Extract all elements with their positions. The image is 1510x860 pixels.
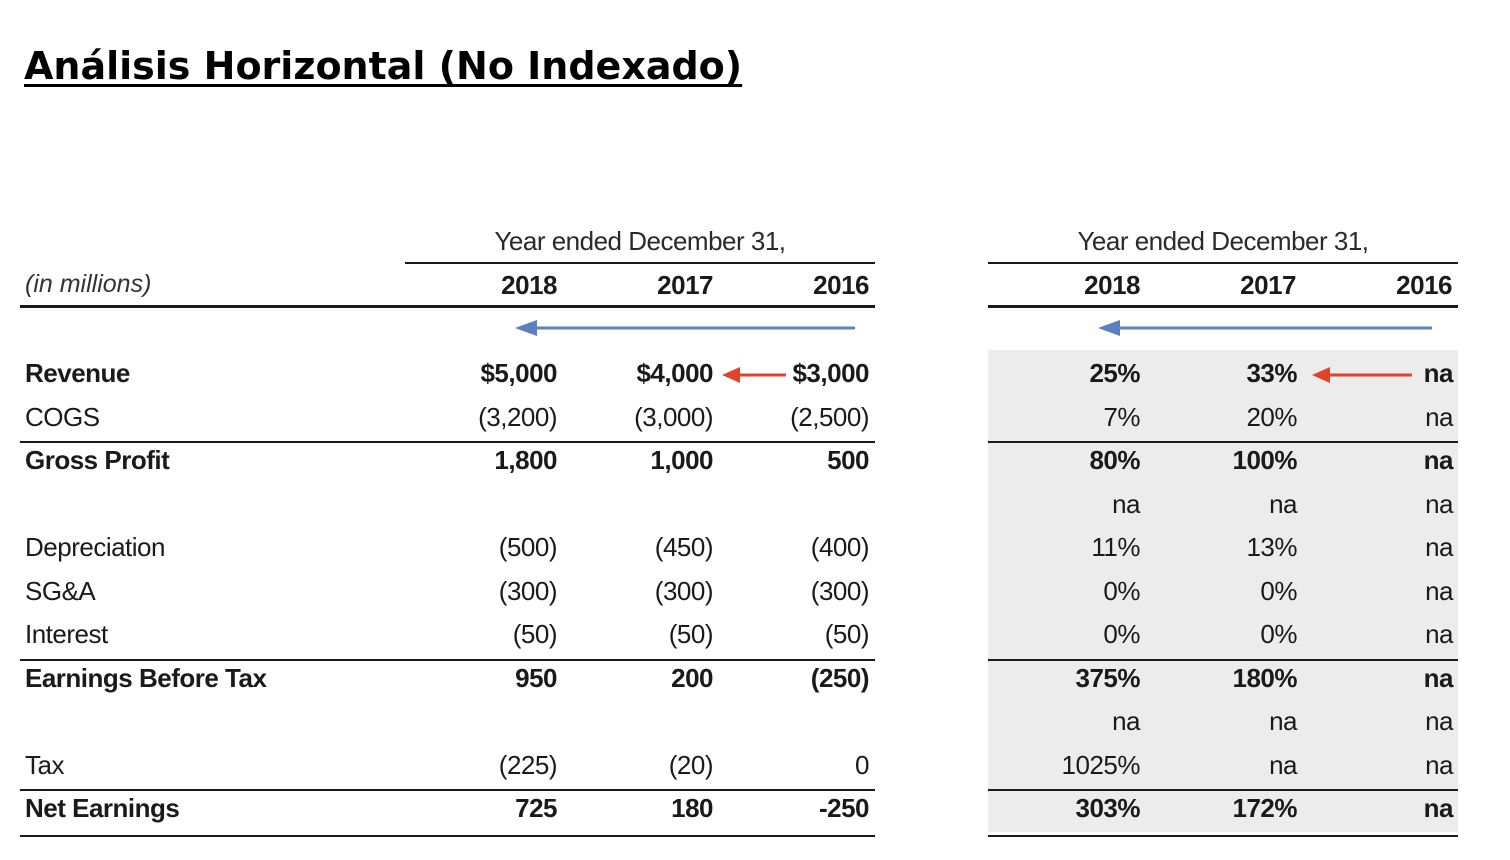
pct-cell: na: [1425, 706, 1453, 736]
pct-cell: na: [1112, 488, 1140, 519]
pct-cell: 100%: [1232, 445, 1298, 475]
row-rule: [988, 441, 1458, 443]
value-cell: (50): [668, 619, 714, 649]
pct-cell: 33%: [1246, 358, 1297, 388]
left-group-header: Year ended December 31,: [494, 226, 786, 256]
pct-cell: na: [1425, 488, 1453, 519]
value-cell: $5,000: [480, 358, 557, 388]
value-cell: (3,200): [478, 401, 557, 432]
left-direction-arrow-icon: [515, 320, 855, 336]
value-cell: 1,000: [650, 445, 713, 475]
pct-cell: na: [1269, 749, 1297, 780]
row-label: Depreciation: [25, 532, 165, 562]
value-cell: (500): [498, 532, 558, 562]
pct-cell: na: [1423, 358, 1454, 388]
value-cell: (400): [810, 532, 870, 562]
value-cell: 1,800: [494, 445, 557, 475]
row-label: Gross Profit: [25, 445, 170, 475]
right-year-2016: 2016: [1396, 270, 1452, 300]
pct-cell: 0%: [1260, 575, 1297, 606]
pct-cell: na: [1425, 575, 1453, 606]
value-cell: $4,000: [636, 358, 713, 388]
pct-cell: na: [1425, 401, 1453, 432]
row-rule: [988, 789, 1458, 791]
pct-cell: 7%: [1103, 401, 1140, 432]
right-group-header: Year ended December 31,: [1077, 226, 1369, 256]
value-cell: $3,000: [792, 358, 869, 388]
value-cell: 180: [671, 793, 713, 823]
pct-cell: 375%: [1075, 662, 1141, 693]
row-rule: [20, 658, 875, 661]
pct-cell: na: [1425, 619, 1453, 649]
value-cell: (300): [810, 575, 870, 606]
value-cell: (3,000): [634, 401, 713, 432]
pct-cell: 20%: [1246, 401, 1297, 432]
pct-cell: na: [1425, 532, 1453, 562]
value-cell: 950: [515, 662, 557, 693]
pct-cell: na: [1269, 488, 1297, 519]
pct-cell: na: [1423, 445, 1454, 475]
value-cell: (20): [668, 749, 714, 780]
value-cell: (300): [498, 575, 558, 606]
row-rule: [20, 789, 875, 791]
pct-cell: 0%: [1103, 619, 1140, 649]
pct-cell: na: [1425, 749, 1453, 780]
row-label: Revenue: [25, 358, 130, 388]
row-label: COGS: [25, 401, 100, 432]
row-rule: [988, 658, 1458, 661]
pct-cell: 25%: [1089, 358, 1140, 388]
revenue-left-highlight-arrow-icon: [722, 367, 786, 383]
pct-cell: na: [1423, 662, 1454, 693]
left-year-2018: 2018: [501, 270, 557, 300]
page-title: Análisis Horizontal (No Indexado): [24, 44, 743, 88]
row-label: Interest: [25, 619, 108, 649]
right-direction-arrow-icon: [1098, 320, 1432, 336]
pct-table-shade: [988, 350, 1458, 832]
pct-cell: 11%: [1091, 532, 1140, 562]
pct-cell: na: [1112, 706, 1140, 736]
value-cell: (50): [512, 619, 558, 649]
left-year-2016: 2016: [813, 270, 869, 300]
value-cell: -250: [818, 793, 870, 823]
pct-cell: na: [1269, 706, 1297, 736]
revenue-right-highlight-arrow-icon: [1312, 367, 1412, 383]
right-header-rule: [988, 262, 1458, 264]
row-label: Net Earnings: [25, 793, 180, 823]
left-columns-rule: [20, 305, 875, 308]
pct-cell: 0%: [1103, 575, 1140, 606]
pct-cell: 80%: [1089, 445, 1140, 475]
value-cell: (300): [654, 575, 714, 606]
pct-cell: na: [1423, 793, 1454, 823]
value-cell: (450): [654, 532, 714, 562]
left-year-2017: 2017: [657, 270, 713, 300]
row-label: Tax: [25, 749, 64, 780]
pct-cell: 13%: [1246, 532, 1297, 562]
value-cell: 0: [855, 749, 869, 780]
pct-cell: 172%: [1232, 793, 1298, 823]
right-columns-rule: [988, 305, 1458, 308]
value-cell: (50): [824, 619, 870, 649]
pct-cell: 180%: [1232, 662, 1298, 693]
value-cell: 725: [515, 793, 557, 823]
row-rule: [20, 834, 875, 837]
left-header-rule: [405, 262, 875, 264]
pct-cell: 303%: [1075, 793, 1141, 823]
value-cell: 200: [671, 662, 713, 693]
row-rule: [20, 441, 875, 443]
pct-cell: 0%: [1260, 619, 1297, 649]
row-label: Earnings Before Tax: [25, 662, 267, 693]
row-rule: [988, 834, 1458, 837]
right-year-2018: 2018: [1084, 270, 1140, 300]
value-cell: 500: [827, 445, 869, 475]
pct-cell: 1025%: [1061, 749, 1141, 780]
row-label: SG&A: [25, 575, 96, 606]
units-label: (in millions): [25, 270, 152, 298]
value-cell: (225): [498, 749, 558, 780]
right-year-2017: 2017: [1240, 270, 1296, 300]
value-cell: (2,500): [790, 401, 869, 432]
value-cell: (250): [810, 662, 870, 693]
